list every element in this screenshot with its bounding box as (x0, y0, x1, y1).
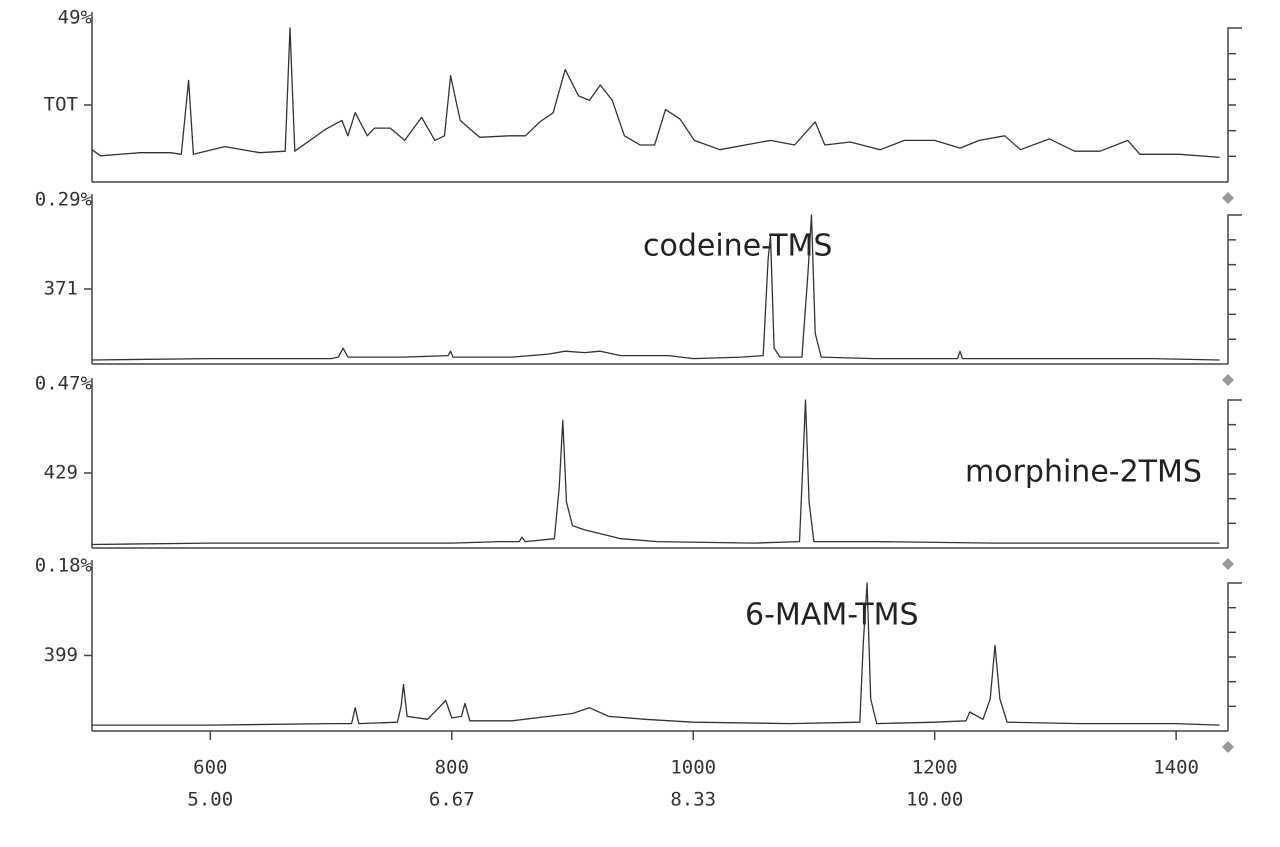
trace (91, 399, 1220, 546)
top-label: 0.29% (35, 189, 93, 211)
y-label: 371 (44, 278, 78, 300)
time-tick-label: 6.67 (429, 789, 475, 811)
x-tick-label: 1200 (912, 757, 958, 779)
peak-annotation: codeine-TMS (643, 229, 832, 264)
axis-marker (1222, 192, 1234, 204)
trace (92, 582, 1220, 726)
peak-annotation: morphine-2TMS (965, 455, 1202, 490)
trace (91, 27, 1220, 159)
top-label: 0.47% (35, 373, 93, 395)
y-label: 399 (44, 644, 78, 666)
peak-annotation: 6-MAM-TMS (745, 598, 919, 633)
x-tick-label: 1400 (1153, 757, 1199, 779)
top-label: 49% (58, 7, 93, 29)
trace (91, 214, 1220, 361)
x-tick-label: 600 (193, 757, 227, 779)
time-tick-label: 10.00 (906, 789, 963, 811)
axis-marker (1222, 374, 1234, 386)
y-label: TOT (44, 94, 78, 116)
x-tick-label: 800 (435, 757, 469, 779)
x-tick-label: 1000 (670, 757, 716, 779)
y-label: 429 (44, 462, 78, 484)
time-tick-label: 8.33 (670, 789, 716, 811)
time-tick-label: 5.00 (187, 789, 233, 811)
top-label: 0.18% (35, 555, 93, 577)
axis-marker (1222, 741, 1234, 753)
axis-marker (1222, 558, 1234, 570)
